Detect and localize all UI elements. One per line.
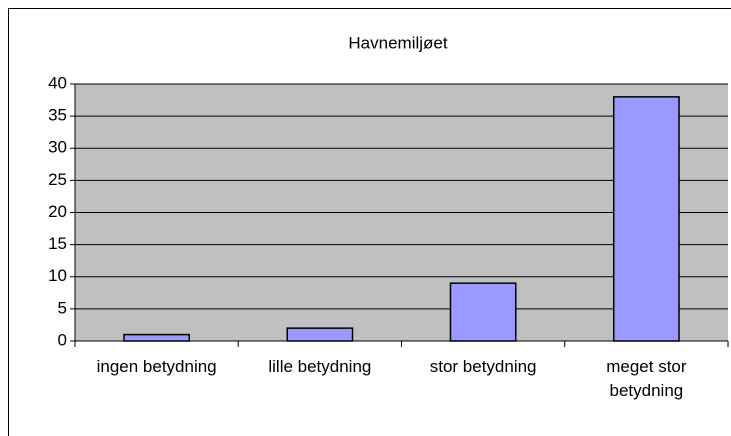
y-tick-label: 35 [48, 106, 67, 125]
x-tick-label: meget stor betydning [606, 357, 687, 400]
y-tick-label: 40 [48, 73, 67, 92]
y-tick-label: 20 [48, 202, 67, 221]
y-tick-label: 25 [48, 170, 67, 189]
x-tick-label: stor betydning [429, 357, 537, 376]
y-tick-label: 30 [48, 138, 67, 157]
bar [612, 96, 680, 342]
x-tick-label-box: stor betydning [429, 357, 537, 376]
y-tick-label: 15 [48, 234, 67, 253]
y-tick-label: 0 [58, 330, 67, 349]
x-tick-label: ingen betydning [96, 357, 217, 376]
chart-title: Havnemiljøet [348, 33, 447, 52]
x-tick-label-box: lille betydning [268, 357, 372, 376]
y-tick-label: 5 [58, 298, 67, 317]
x-tick-label-box: meget stor betydning [606, 357, 687, 400]
x-tick-label: lille betydning [268, 357, 372, 376]
x-tick-label-box: ingen betydning [96, 357, 217, 376]
bar [286, 327, 354, 342]
bar [449, 282, 517, 342]
y-tick-label: 10 [48, 266, 67, 285]
bar [123, 333, 191, 342]
